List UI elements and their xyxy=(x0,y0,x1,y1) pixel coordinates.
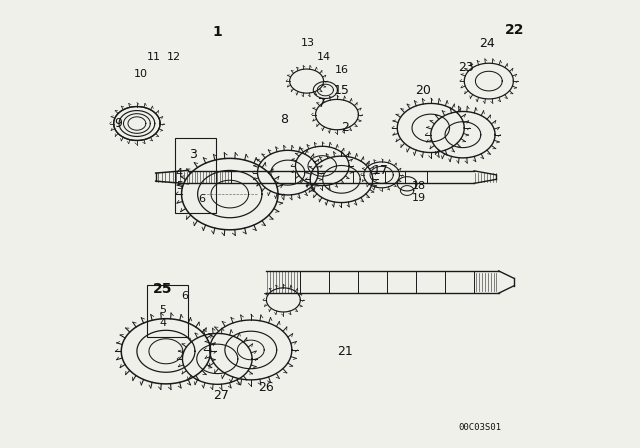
Text: 10: 10 xyxy=(134,69,147,79)
Text: 6: 6 xyxy=(198,194,205,204)
Text: 2: 2 xyxy=(340,121,349,134)
Text: 8: 8 xyxy=(280,112,288,125)
Text: 23: 23 xyxy=(459,61,474,74)
Text: 21: 21 xyxy=(337,345,353,358)
Text: 12: 12 xyxy=(167,52,181,61)
Text: 27: 27 xyxy=(213,389,228,402)
Text: 4: 4 xyxy=(176,168,183,178)
Text: 6: 6 xyxy=(182,291,189,302)
Text: 14: 14 xyxy=(317,52,331,61)
Text: 11: 11 xyxy=(147,52,161,61)
Text: 1: 1 xyxy=(212,25,222,39)
Text: 5: 5 xyxy=(176,181,183,191)
Text: 26: 26 xyxy=(258,380,273,393)
Text: 3: 3 xyxy=(189,148,196,161)
Text: 17: 17 xyxy=(372,164,388,177)
Text: 9: 9 xyxy=(114,117,122,130)
Text: 18: 18 xyxy=(412,181,426,191)
Text: 7: 7 xyxy=(318,97,326,110)
Bar xyxy=(147,285,188,336)
Text: 16: 16 xyxy=(335,65,348,75)
Text: 25: 25 xyxy=(153,282,173,296)
Text: 4: 4 xyxy=(159,318,166,328)
Text: 13: 13 xyxy=(301,38,314,48)
Text: 00C03S01: 00C03S01 xyxy=(458,422,501,432)
Text: 22: 22 xyxy=(504,23,524,37)
Bar xyxy=(175,138,216,213)
Text: 15: 15 xyxy=(333,83,349,96)
Text: 20: 20 xyxy=(415,83,431,96)
Text: 5: 5 xyxy=(159,305,166,315)
Text: 19: 19 xyxy=(412,193,426,203)
Text: 24: 24 xyxy=(479,37,495,50)
